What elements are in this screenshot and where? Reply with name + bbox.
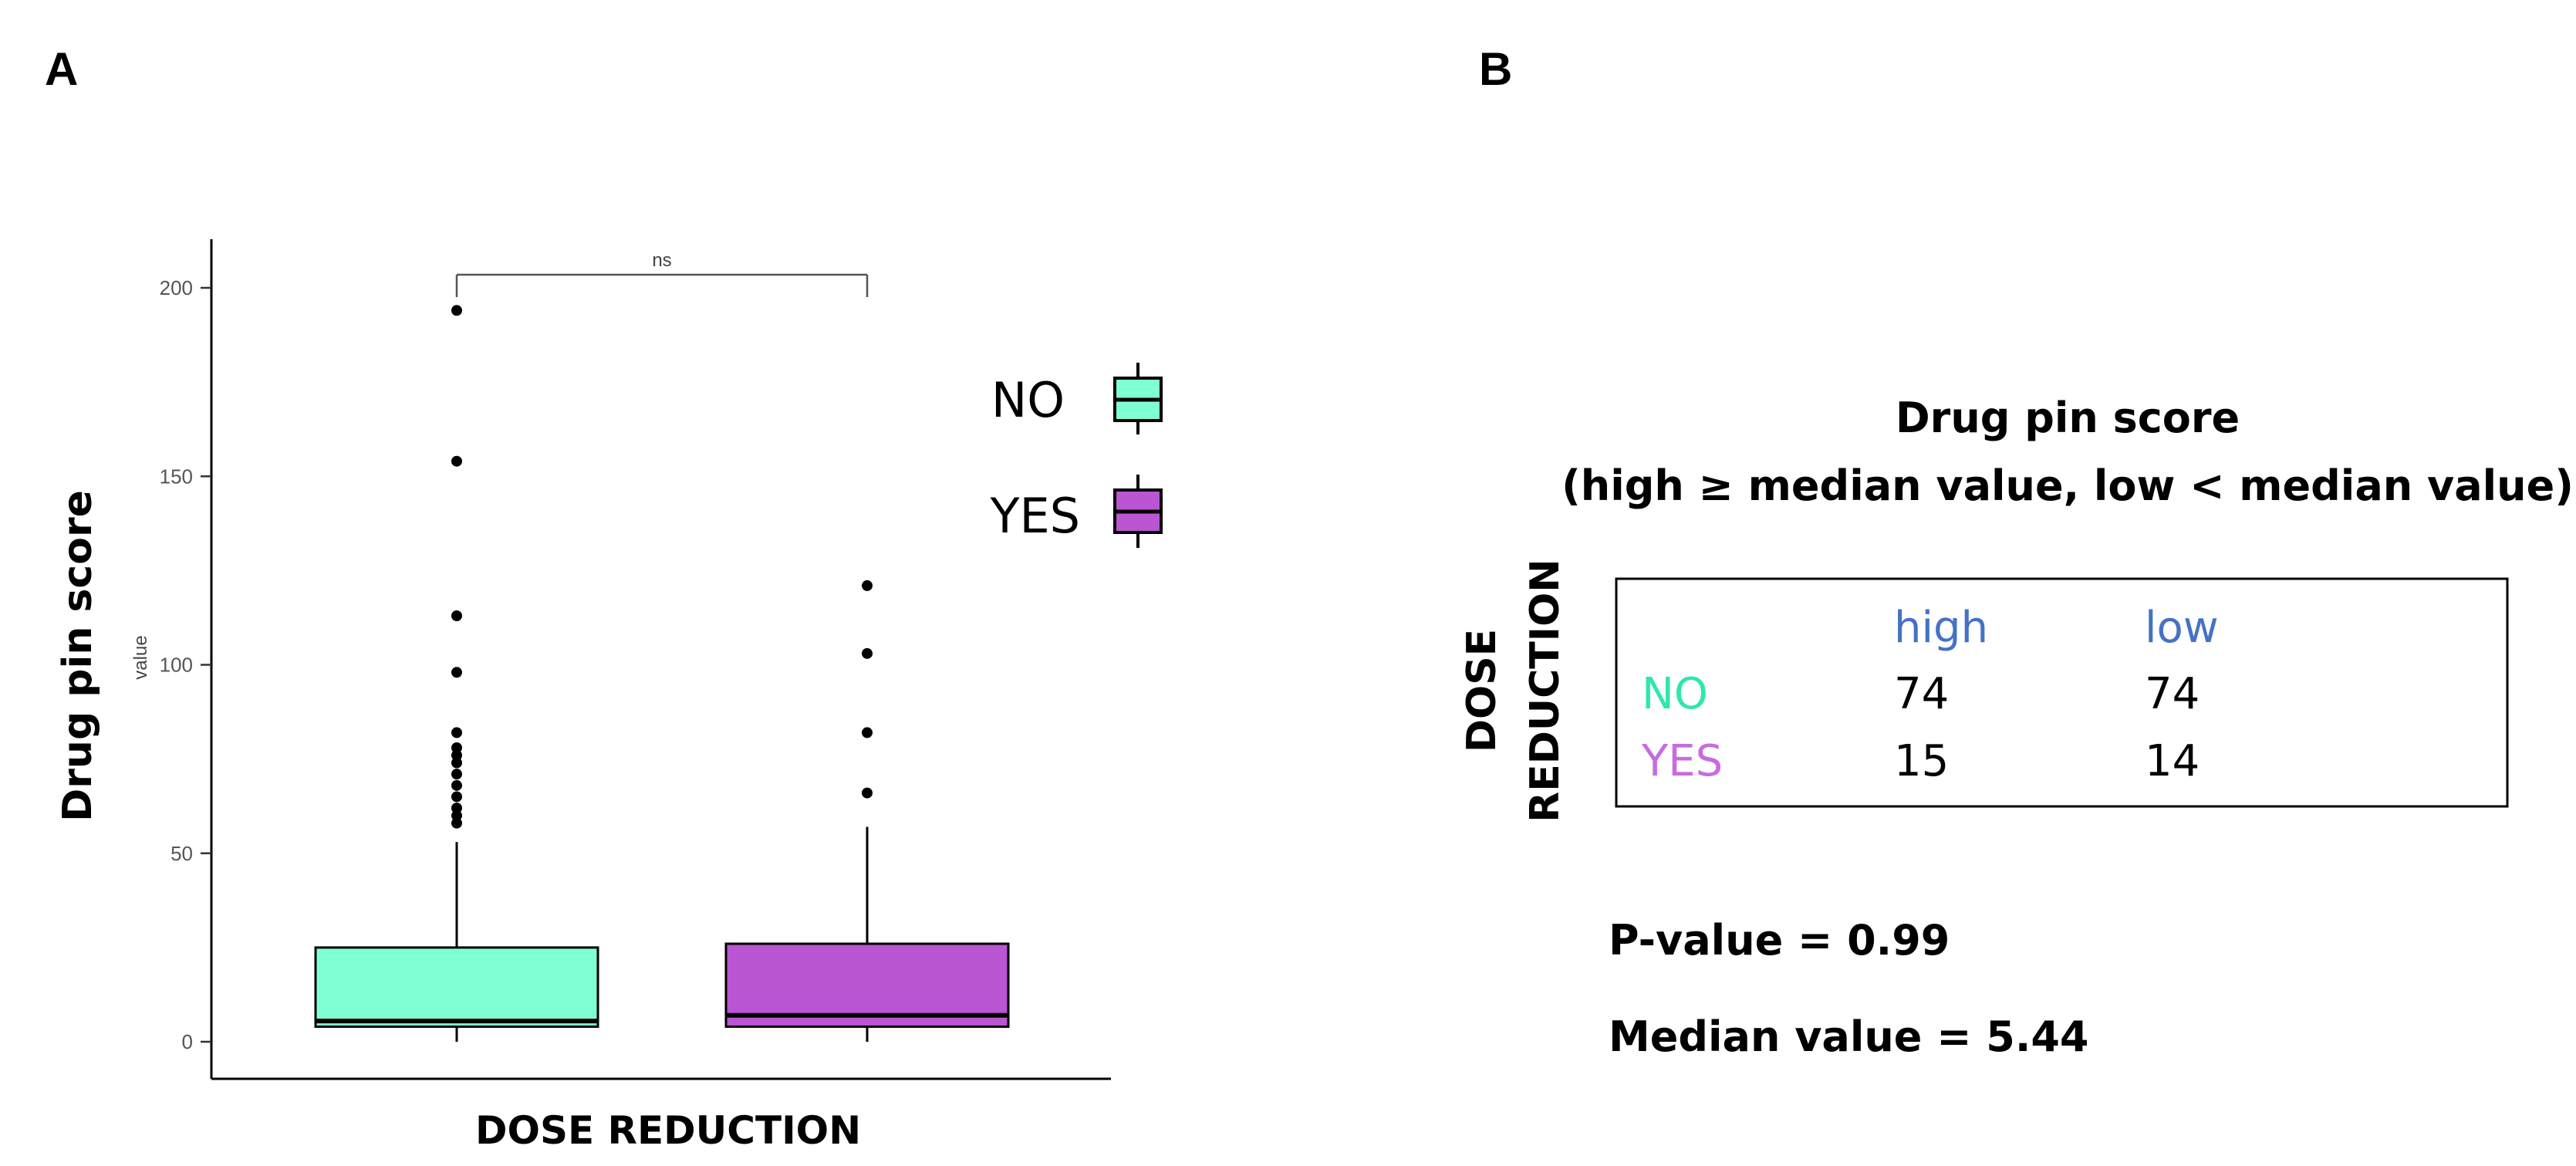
- table-title-line2: (high ≥ median value, low < median value…: [1561, 461, 2574, 510]
- table-border: [1615, 577, 2509, 808]
- y-ticks: 0 50 100 150 200: [160, 276, 211, 1053]
- y-tick-label: 150: [160, 465, 193, 488]
- outlier-point: [451, 727, 462, 738]
- outlier-point: [862, 580, 873, 591]
- outlier-point: [862, 647, 873, 659]
- outlier-point: [451, 809, 462, 821]
- outlier-point: [862, 787, 873, 799]
- outlier-point: [451, 791, 462, 803]
- row-label-no: NO: [1642, 669, 1708, 719]
- y-tick-label: 0: [182, 1030, 193, 1053]
- row-axis-label-2: REDUCTION: [1522, 559, 1568, 823]
- panel-a-label: A: [45, 43, 78, 95]
- x-axis-title: DOSE REDUCTION: [475, 1108, 861, 1153]
- y-tick-label: 100: [160, 654, 193, 677]
- outlier-point: [451, 769, 462, 780]
- p-value-text: P-value = 0.99: [1609, 916, 1950, 965]
- y-axis-subtitle: value: [130, 635, 151, 679]
- outlier-point: [451, 667, 462, 678]
- outlier-point: [862, 727, 873, 738]
- outlier-point: [451, 455, 462, 467]
- boxes: [314, 305, 1010, 1042]
- legend: NO YES: [990, 363, 1163, 548]
- outlier-point: [451, 305, 462, 316]
- legend-label-no: NO: [991, 372, 1065, 428]
- table-title-line1: Drug pin score: [1896, 394, 2240, 442]
- outlier-point: [451, 610, 462, 621]
- outlier-point: [451, 742, 462, 753]
- median-value-text: Median value = 5.44: [1609, 1012, 2089, 1061]
- y-axis-title: Drug pin score: [55, 490, 101, 822]
- panel-b-label: B: [1479, 43, 1512, 95]
- legend-label-yes: YES: [990, 488, 1080, 544]
- outlier-point: [451, 757, 462, 769]
- outlier-point: [451, 817, 462, 829]
- boxplot-panel: 0 50 100 150 200 ns Drug pin score value DOS…: [55, 239, 1163, 1153]
- column-header-high: high: [1894, 603, 1988, 653]
- cell-yes-high: 15: [1894, 736, 1949, 786]
- cell-yes-low: 14: [2145, 736, 2200, 786]
- cell-no-low: 74: [2145, 669, 2200, 719]
- box-no: [314, 305, 599, 1042]
- box-yes: [724, 580, 1010, 1042]
- outlier-point: [451, 779, 462, 791]
- significance-label: ns: [652, 250, 671, 271]
- legend-item-no: NO: [991, 363, 1163, 434]
- row-label-yes: YES: [1641, 736, 1723, 786]
- legend-item-yes: YES: [990, 475, 1163, 548]
- outlier-point: [451, 749, 462, 761]
- y-tick-label: 50: [170, 842, 193, 865]
- significance-bracket: ns: [455, 250, 869, 297]
- contingency-table-panel: Drug pin score (high ≥ median value, low…: [1459, 394, 2574, 1061]
- box-body: [314, 946, 599, 1028]
- box-body: [724, 942, 1010, 1028]
- cell-no-high: 74: [1894, 669, 1949, 719]
- y-tick-label: 200: [160, 276, 193, 299]
- outlier-point: [451, 803, 462, 814]
- row-axis-label-1: DOSE: [1459, 629, 1505, 752]
- column-header-low: low: [2145, 603, 2219, 653]
